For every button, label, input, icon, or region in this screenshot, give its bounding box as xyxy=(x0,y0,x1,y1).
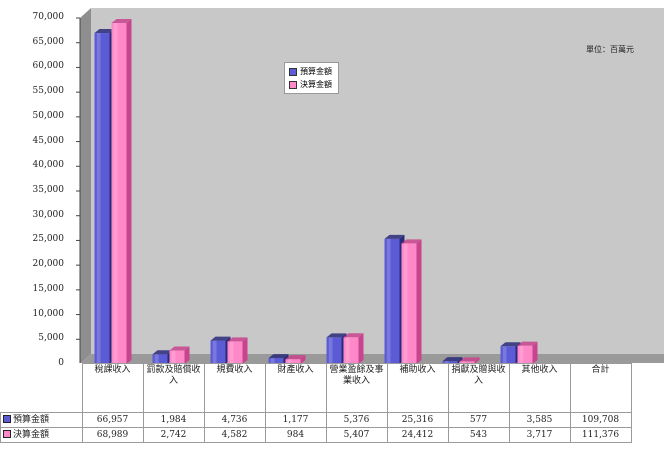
unit-note: 單位：百萬元 xyxy=(586,45,634,54)
category-label: 罰款及賠償收入 xyxy=(142,363,205,413)
row-header-budget: 預算金額 xyxy=(0,412,83,428)
y-tick-label: 40,000 xyxy=(32,160,65,171)
chart-side-wall xyxy=(80,8,91,363)
legend-label-budget: 預算金額 xyxy=(300,67,332,76)
y-tick-label: 20,000 xyxy=(32,259,65,270)
bar-budget xyxy=(500,342,521,363)
legend-label-final: 決算金額 xyxy=(300,80,332,89)
table-cell: 5,407 xyxy=(325,427,388,443)
table-cell: 111,376 xyxy=(569,427,632,443)
y-tick-label: 25,000 xyxy=(32,234,65,245)
table-cell: 1,177 xyxy=(264,412,327,428)
category-label: 稅課收入 xyxy=(81,363,144,413)
legend-item-budget: 預算金額 xyxy=(289,65,332,78)
table-cell: 2,742 xyxy=(142,427,205,443)
y-tick-label: 55,000 xyxy=(32,86,65,97)
bar-final xyxy=(459,357,480,363)
row-key-budget xyxy=(3,415,11,423)
row-header-final: 決算金額 xyxy=(0,427,83,443)
table-row-budget: 預算金額 66,957 1,984 4,736 1,177 5,376 25,3… xyxy=(0,412,632,428)
y-tick-label: 0 xyxy=(58,358,64,368)
bar-budget xyxy=(210,336,231,363)
table-header-row: 稅課收入 罰款及賠償收入 規費收入 財產收入 營業盈餘及事業收入 補助收入 捐獻… xyxy=(0,363,632,413)
chart-back-wall xyxy=(91,8,664,354)
category-label: 合計 xyxy=(569,363,632,413)
category-label: 財產收入 xyxy=(264,363,327,413)
table-cell: 4,582 xyxy=(203,427,266,443)
y-tick-label: 15,000 xyxy=(32,283,65,294)
chart-plot xyxy=(76,8,664,363)
row-header-label: 預算金額 xyxy=(13,414,50,425)
category-label: 營業盈餘及事業收入 xyxy=(325,363,388,413)
bar-budget xyxy=(442,357,463,363)
table-row-final: 決算金額 68,989 2,742 4,582 984 5,407 24,412… xyxy=(0,427,632,443)
y-tick-label: 50,000 xyxy=(32,110,65,121)
bar-final xyxy=(111,18,132,363)
bar-budget xyxy=(326,333,347,363)
legend-item-final: 決算金額 xyxy=(289,78,332,91)
table-cell: 4,736 xyxy=(203,412,266,428)
table-cell: 543 xyxy=(447,427,510,443)
y-tick-label: 45,000 xyxy=(32,135,65,146)
table-cell: 3,585 xyxy=(508,412,571,428)
category-label: 其他收入 xyxy=(508,363,571,413)
bar-final xyxy=(285,355,306,363)
category-label: 捐獻及贈與收入 xyxy=(447,363,510,413)
table-cell: 1,984 xyxy=(142,412,205,428)
category-label: 規費收入 xyxy=(203,363,266,413)
y-tick-label: 70,000 xyxy=(32,12,65,22)
row-header-label: 決算金額 xyxy=(13,429,50,440)
legend-swatch-budget xyxy=(289,68,297,76)
y-tick-label: 30,000 xyxy=(32,209,65,220)
row-key-final xyxy=(3,430,11,438)
table-cell: 25,316 xyxy=(386,412,449,428)
bar-budget xyxy=(268,354,289,363)
data-table: 稅課收入 罰款及賠償收入 規費收入 財產收入 營業盈餘及事業收入 補助收入 捐獻… xyxy=(0,363,632,443)
table-cell: 24,412 xyxy=(386,427,449,443)
bar-final xyxy=(227,337,248,363)
bar-final xyxy=(517,341,538,363)
table-cell: 68,989 xyxy=(81,427,144,443)
y-tick-label: 35,000 xyxy=(32,185,65,195)
table-cell: 66,957 xyxy=(81,412,144,428)
y-tick-label: 60,000 xyxy=(32,61,65,72)
table-cell: 109,708 xyxy=(569,412,632,428)
table-cell: 577 xyxy=(447,412,510,428)
legend-swatch-final xyxy=(289,81,297,89)
table-cell: 3,717 xyxy=(508,427,571,443)
chart-legend: 預算金額 決算金額 xyxy=(284,62,339,94)
bar-final xyxy=(401,239,422,363)
y-tick-label: 5,000 xyxy=(38,333,64,344)
bar-final xyxy=(169,346,190,363)
table-corner xyxy=(0,363,83,413)
table-cell: 5,376 xyxy=(325,412,388,428)
table-cell: 984 xyxy=(264,427,327,443)
category-label: 補助收入 xyxy=(386,363,449,413)
bar-final xyxy=(343,333,364,363)
y-tick-label: 10,000 xyxy=(32,308,65,319)
y-tick-label: 65,000 xyxy=(32,36,65,47)
